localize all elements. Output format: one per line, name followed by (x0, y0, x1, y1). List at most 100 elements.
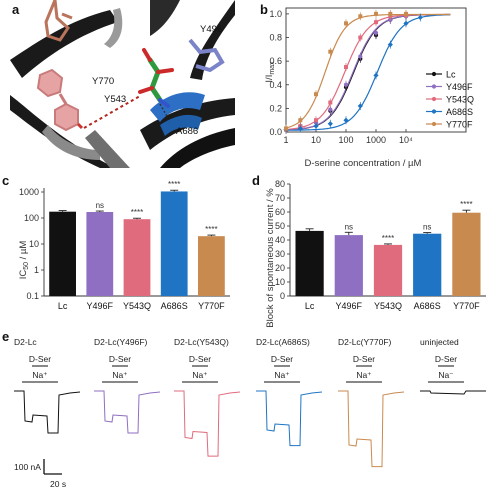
y-tick-label: 0.6 (269, 56, 282, 66)
legend-marker (431, 109, 437, 114)
panel-e-label: e (2, 329, 9, 344)
y-tick-label: 80 (275, 179, 285, 189)
x-tick-label: 1 (283, 135, 288, 145)
x-category-label: A686S (161, 301, 188, 311)
trace-title: D2-Lc(Y496F) (94, 337, 148, 347)
panel-e-traces: e D2-LcD-SerNa⁺D2-Lc(Y496F)D-SerNa⁺D2-Lc… (2, 329, 486, 489)
legend-marker (431, 121, 437, 127)
fit-curve-y496f (285, 13, 451, 131)
x-category-label: Lc (58, 301, 68, 311)
na-label: Na⁺ (274, 370, 290, 380)
bar-a686s (413, 233, 442, 296)
y-tick-label: 1 (34, 265, 39, 275)
residue-label-y496: Y496 (200, 24, 222, 35)
x-tick-label: 10 (311, 135, 321, 145)
y-tick-label: 10 (275, 277, 285, 287)
y-tick-label: 0.4 (269, 80, 282, 90)
panel-c-chart: c 0.1 1 10 100 1000 Lc ns Y496F **** Y543Q **** A68… (2, 173, 230, 311)
significance-label: ns (96, 201, 104, 210)
legend-label-y496f: Y496F (446, 82, 473, 92)
na-label: Na⁺ (112, 370, 128, 380)
dser-label: D-Ser (109, 354, 131, 364)
bar-y770f (198, 236, 225, 296)
y-tick-label: 0.8 (269, 33, 282, 43)
panel-a-label: a (12, 2, 20, 17)
panel-b-chart: b 1 10 100 1000 10⁴ 0.0 0.2 0.4 0.6 0.8 1.0 Lc Y496… (260, 2, 474, 169)
y-tick-label: 0.0 (269, 127, 282, 137)
current-trace (14, 390, 81, 434)
dser-label: D-Ser (29, 354, 51, 364)
legend-marker (431, 96, 437, 102)
y-tick-label: 30 (275, 249, 285, 259)
na-label: Na⁺ (32, 370, 48, 380)
legend-label-a686s: A686S (446, 107, 473, 117)
significance-label: **** (131, 208, 143, 217)
bar-a686s (160, 191, 188, 296)
panel-b-curves (285, 13, 451, 131)
trace-y543q: D2-Lc(Y543Q) D-Ser Na⁺ (174, 337, 241, 457)
na-label: Na⁻ (438, 370, 454, 380)
scale-current-label: 100 nA (14, 462, 41, 472)
panel-d-ylabel: Block of spontaneous current / % (265, 188, 276, 328)
fit-curve-a686s (286, 14, 451, 131)
trace-lc: D2-Lc D-Ser Na⁺ (14, 337, 81, 434)
panel-b-axes: 1 10 100 1000 10⁴ 0.0 0.2 0.4 0.6 0.8 1.0 (269, 7, 467, 145)
trace-title: uninjected (420, 337, 459, 347)
trace-title: D2-Lc(Y770F) (338, 337, 392, 347)
y-tick-label: 0.2 (269, 103, 282, 113)
x-category-label: Y770F (453, 301, 480, 311)
y-tick-label: 40 (275, 235, 285, 245)
residue-label-a686: A686 (176, 126, 198, 137)
legend-label-y770f: Y770F (446, 120, 473, 130)
trace-title: D2-Lc(Y543Q) (174, 337, 229, 347)
panel-d-label: d (252, 173, 260, 188)
panel-b-label: b (260, 2, 268, 17)
y-tick-label: 0 (280, 291, 285, 301)
y-tick-label: 10 (29, 239, 39, 249)
bar-y770f (452, 212, 481, 296)
dser-label: D-Ser (353, 354, 375, 364)
trace-title: D2-Lc (14, 337, 37, 347)
x-tick-label: 100 (338, 135, 353, 145)
x-tick-label: 10⁴ (399, 135, 413, 145)
bar-y496f (334, 235, 363, 296)
current-trace (420, 390, 486, 395)
significance-label: **** (205, 225, 217, 234)
x-category-label: A686S (414, 301, 441, 311)
significance-label: **** (382, 234, 394, 243)
current-trace (174, 390, 241, 457)
x-category-label: Y543Q (374, 301, 402, 311)
trace-a686s: D2-Lc(A686S) D-Ser Na⁺ (256, 337, 323, 447)
x-category-label: Y543Q (123, 301, 151, 311)
panel-e-trace-group: D2-LcD-SerNa⁺D2-Lc(Y496F)D-SerNa⁺D2-Lc(Y… (14, 337, 486, 468)
x-category-label: Lc (305, 301, 315, 311)
legend-marker (431, 71, 437, 77)
trace-uninjected: uninjected D-Ser Na⁻ (420, 337, 486, 395)
bar-y496f (86, 212, 114, 296)
bar-y543q (123, 219, 151, 296)
significance-label: **** (460, 200, 472, 209)
panel-b-points (283, 9, 423, 134)
residue-label-y543: Y543 (104, 94, 126, 105)
fit-curve-y543q (285, 13, 451, 130)
na-label: Na⁺ (192, 370, 208, 380)
bar-y543q (373, 244, 403, 296)
scale-time-label: 20 s (50, 479, 66, 489)
panel-c-ylabel: IC50 / µM (18, 241, 30, 280)
fit-curve-lc (286, 13, 451, 131)
panel-b-ylabel: I/Imax (264, 61, 276, 83)
plot-frame (285, 7, 467, 133)
y-tick-label: 1000 (19, 187, 39, 197)
y-tick-label: 0.1 (26, 291, 39, 301)
y-tick-label: 50 (275, 221, 285, 231)
x-tick-label: 1000 (366, 135, 386, 145)
na-label: Na⁺ (356, 370, 372, 380)
bar-lc (295, 230, 324, 296)
y-tick-label: 60 (275, 207, 285, 217)
significance-label: ns (423, 223, 431, 232)
panel-a-structure: a Y770 Y496 Y543 A686 (10, 0, 235, 168)
panel-b-legend: Lc Y496F Y543Q A686S Y770F (426, 70, 474, 130)
current-trace (94, 390, 161, 434)
y-tick-label: 70 (275, 193, 285, 203)
